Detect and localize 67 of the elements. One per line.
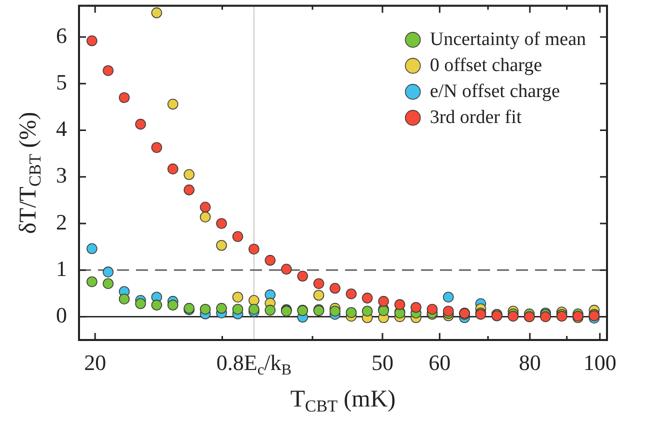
- point: [216, 218, 227, 229]
- point: [102, 278, 114, 289]
- point: [297, 270, 308, 282]
- point: [200, 304, 211, 315]
- point: [378, 296, 389, 307]
- point: [118, 294, 130, 304]
- y-tick-label: 3: [56, 162, 67, 188]
- point: [151, 300, 162, 310]
- y-tick-label: 2: [56, 209, 67, 234]
- point: [86, 276, 98, 288]
- point: [346, 288, 357, 300]
- point: [167, 164, 178, 174]
- point: [151, 142, 162, 153]
- legend-label: e/N offset charge: [430, 80, 560, 102]
- point: [167, 98, 178, 110]
- x-tick-label: 80: [518, 350, 541, 375]
- y-tick-label: 5: [56, 69, 67, 94]
- point: [232, 231, 244, 242]
- y-tick-label: 1: [56, 256, 67, 281]
- point: [248, 294, 260, 306]
- legend-label: Uncertainty of mean: [430, 28, 586, 50]
- point: [264, 254, 276, 266]
- point: [184, 169, 194, 180]
- point: [394, 299, 406, 310]
- point: [151, 7, 162, 18]
- point: [135, 118, 146, 130]
- point: [362, 292, 373, 304]
- point: [330, 306, 340, 316]
- point: [102, 65, 114, 76]
- point: [232, 292, 244, 303]
- x-tick-label: 100: [583, 350, 616, 375]
- point: [442, 292, 454, 303]
- legend-label: 0 offset charge: [430, 54, 542, 76]
- point: [410, 302, 422, 313]
- point: [426, 304, 438, 315]
- point: [248, 244, 260, 255]
- point: [281, 264, 292, 275]
- point: [86, 35, 98, 46]
- point: [102, 266, 114, 278]
- point: [216, 240, 227, 251]
- point: [540, 311, 551, 322]
- point: [86, 243, 98, 254]
- point: [346, 307, 357, 318]
- point: [135, 298, 146, 310]
- point: [362, 306, 373, 316]
- point: [442, 306, 454, 316]
- point: [313, 290, 324, 301]
- point: [216, 302, 227, 314]
- y-tick-label: 0: [56, 302, 67, 328]
- y-axis-title: δT/TCBT (%): [15, 112, 45, 234]
- point: [232, 304, 244, 315]
- x-tick-label: 20: [84, 350, 106, 375]
- y-tick-label: 6: [56, 22, 67, 48]
- x-tick-label: 60: [428, 350, 451, 375]
- point: [508, 310, 519, 322]
- x-tick-label: 50: [371, 350, 394, 375]
- point: [313, 278, 324, 289]
- point: [184, 184, 194, 196]
- point: [264, 304, 276, 316]
- point: [200, 202, 211, 213]
- point: [118, 92, 130, 104]
- point: [248, 304, 260, 315]
- point: [200, 212, 211, 222]
- y-tick-label: 4: [56, 116, 67, 142]
- legend-label: 3rd order fit: [430, 106, 522, 128]
- point: [167, 300, 178, 310]
- point: [330, 282, 340, 294]
